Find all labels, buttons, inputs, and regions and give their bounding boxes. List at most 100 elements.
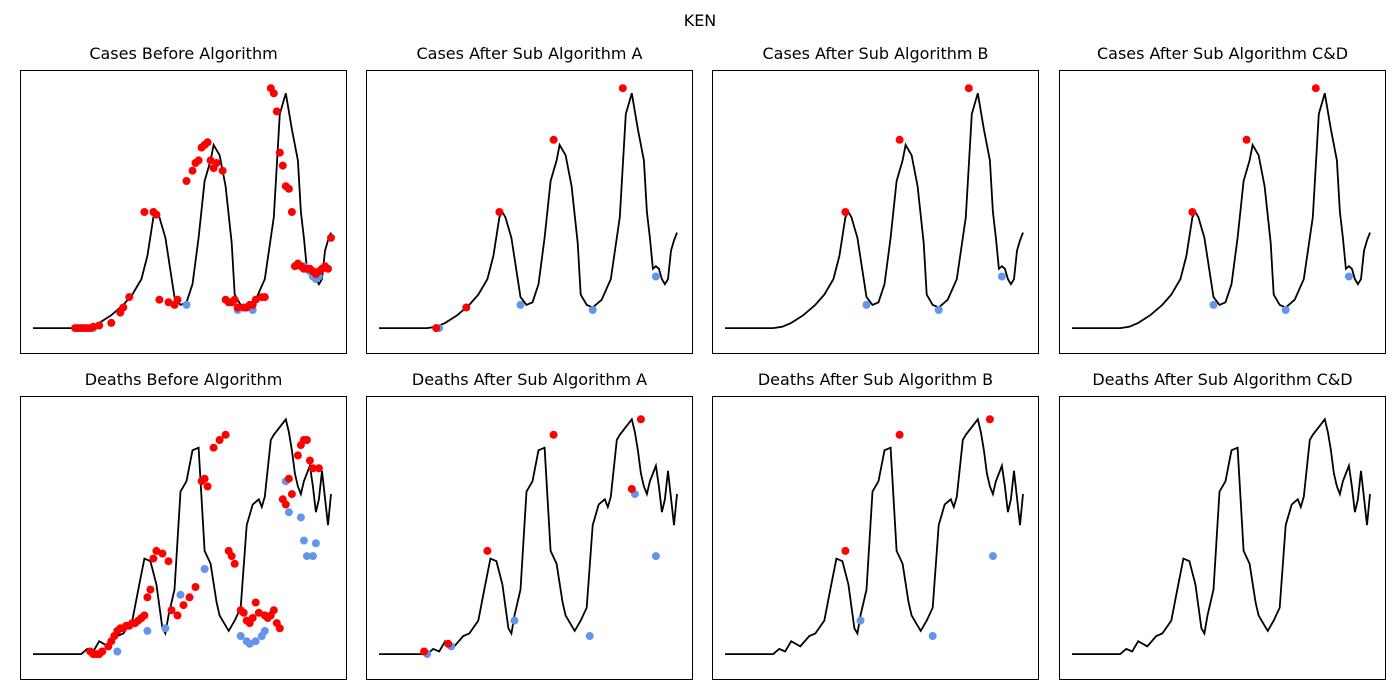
panel-cases-after-cd: Cases After Sub Algorithm C&D xyxy=(1059,44,1386,354)
peak-point xyxy=(140,208,149,216)
panel-cases-after-a: Cases After Sub Algorithm A xyxy=(366,44,693,354)
trough-point xyxy=(1281,306,1290,314)
trough-point xyxy=(200,565,209,573)
peak-point xyxy=(173,611,182,620)
axes-frame xyxy=(20,396,347,680)
peak-point xyxy=(287,490,296,499)
peak-point xyxy=(209,443,218,452)
peak-point xyxy=(284,474,293,483)
peak-point xyxy=(158,549,167,558)
peak-point xyxy=(107,318,116,327)
panel-title: Cases After Sub Algorithm C&D xyxy=(1096,44,1349,63)
panel-title: Cases After Sub Algorithm A xyxy=(416,44,643,63)
peak-point xyxy=(239,608,248,617)
peak-point xyxy=(627,485,636,493)
trough-point xyxy=(1344,272,1353,281)
peak-point xyxy=(143,593,152,602)
trough-point xyxy=(988,552,997,561)
trough-point xyxy=(176,590,185,599)
peak-point xyxy=(200,474,209,483)
peak-point xyxy=(212,159,221,167)
peak-point xyxy=(281,500,290,509)
trough-point xyxy=(251,637,260,646)
peak-point xyxy=(164,298,173,307)
series-line xyxy=(379,417,678,655)
trough-point xyxy=(308,552,317,561)
peak-point xyxy=(284,184,293,193)
peak-point xyxy=(149,554,158,563)
peak-point xyxy=(152,546,161,555)
peak-point xyxy=(549,135,558,144)
trough-point xyxy=(651,552,660,561)
panel-title: Deaths After Sub Algorithm A xyxy=(411,370,648,389)
peak-point xyxy=(1242,135,1251,144)
trough-point xyxy=(236,632,245,640)
peak-point xyxy=(327,233,335,242)
peak-point xyxy=(275,624,284,633)
peak-point xyxy=(308,464,317,473)
peak-point xyxy=(95,321,104,330)
peak-point xyxy=(146,585,155,594)
series-line xyxy=(725,93,1024,329)
figure-title: KEN xyxy=(683,11,717,30)
peak-point xyxy=(98,647,107,656)
trough-point xyxy=(585,632,594,640)
series-line xyxy=(379,93,678,329)
peak-point xyxy=(89,322,98,331)
peak-point xyxy=(230,295,239,304)
trough-point xyxy=(311,539,320,548)
plot-area xyxy=(1059,70,1386,354)
series-line xyxy=(33,417,332,655)
peak-point xyxy=(191,583,200,591)
trough-point xyxy=(856,616,865,625)
series-line xyxy=(725,417,1024,655)
axes-frame xyxy=(366,396,693,680)
peak-point xyxy=(173,295,182,304)
trough-point xyxy=(284,508,293,517)
peak-point xyxy=(462,303,471,312)
peak-point xyxy=(155,295,164,304)
axes-frame xyxy=(20,70,347,354)
panel-title: Cases After Sub Algorithm B xyxy=(762,44,989,63)
series-line xyxy=(1072,417,1371,655)
series-line xyxy=(1072,93,1371,329)
peak-point xyxy=(272,107,281,116)
panel-cases-before: Cases Before Algorithm xyxy=(20,44,347,354)
peak-point xyxy=(1311,84,1320,93)
trough-point xyxy=(928,632,937,640)
panel-deaths-after-cd: Deaths After Sub Algorithm C&D xyxy=(1059,370,1386,680)
peak-point xyxy=(618,84,627,93)
plot-area xyxy=(20,70,347,354)
peak-point xyxy=(179,601,188,610)
panel-title: Deaths After Sub Algorithm C&D xyxy=(1092,370,1353,389)
trough-point xyxy=(113,647,122,656)
trough-point xyxy=(651,272,660,281)
peak-point xyxy=(1188,208,1197,216)
peak-point xyxy=(841,208,850,216)
peak-point xyxy=(324,264,332,273)
peak-point xyxy=(985,415,994,424)
peak-point xyxy=(188,166,197,175)
peak-point xyxy=(167,606,176,615)
panel-title: Deaths Before Algorithm xyxy=(84,370,283,389)
peak-point xyxy=(182,177,191,185)
plot-area xyxy=(366,70,693,354)
peak-point xyxy=(895,430,904,439)
axes-frame xyxy=(1059,70,1386,354)
panel-deaths-after-b: Deaths After Sub Algorithm B xyxy=(712,370,1039,680)
peak-point xyxy=(194,156,203,165)
panel-deaths-before: Deaths Before Algorithm xyxy=(20,370,347,680)
peak-point xyxy=(275,148,284,157)
plot-area xyxy=(712,396,1039,680)
peak-point xyxy=(314,464,323,473)
peak-point xyxy=(251,295,260,304)
peak-point xyxy=(140,611,149,620)
peak-point xyxy=(125,293,134,302)
plot-area xyxy=(1059,396,1386,680)
peak-point xyxy=(119,303,128,312)
peak-point xyxy=(221,430,230,439)
peak-point xyxy=(203,482,212,491)
trough-point xyxy=(302,552,311,561)
peak-point xyxy=(636,415,645,424)
peak-point xyxy=(444,639,453,648)
